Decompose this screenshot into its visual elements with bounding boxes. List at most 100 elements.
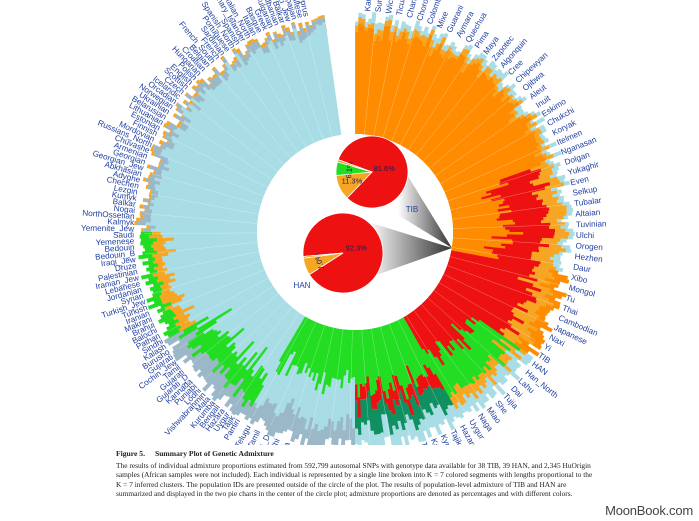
admixture-segment: [250, 311, 299, 377]
admixture-segment: [461, 387, 471, 399]
admixture-segment: [149, 284, 161, 292]
population-divider: [447, 265, 554, 305]
admixture-segment: [442, 364, 458, 385]
admixture-segment: [211, 76, 221, 87]
admixture-segment: [166, 139, 170, 144]
caption-body: The results of individual admixture prop…: [116, 460, 593, 499]
admixture-segment: [151, 243, 164, 249]
admixture-segment: [448, 260, 542, 293]
admixture-segment: [162, 307, 172, 315]
population-divider: [309, 327, 334, 439]
admixture-segment: [157, 271, 175, 280]
admixture-segment: [151, 195, 156, 201]
population-label: Yemenese: [96, 237, 135, 248]
admixture-segment: [194, 278, 270, 323]
admixture-segment: [502, 333, 516, 345]
admixture-segment: [451, 248, 499, 260]
admixture-segment: [207, 335, 231, 357]
population-divider: [364, 21, 376, 135]
admixture-segment: [292, 39, 327, 139]
admixture-segment: [359, 383, 363, 400]
admixture-segment: [434, 341, 470, 387]
admixture-segment: [293, 319, 312, 353]
admixture-segment: [450, 323, 492, 363]
admixture-segment: [328, 421, 335, 439]
admixture-segment: [167, 140, 176, 147]
admixture-segment: [452, 235, 492, 239]
admixture-segment: [163, 329, 185, 344]
admixture-segment: [280, 33, 285, 38]
population-divider: [444, 146, 548, 193]
admixture-segment: [487, 354, 500, 366]
admixture-segment: [380, 43, 411, 138]
admixture-segment: [452, 229, 510, 233]
admixture-segment: [445, 154, 544, 197]
admixture-segment: [367, 40, 383, 136]
population-pie-charts: 81.6% 11.3%6.1% TIB 92.3%7.0%HAN: [294, 135, 418, 294]
admixture-segment: [403, 58, 458, 148]
admixture-segment: [172, 112, 177, 118]
admixture-segment: [396, 320, 426, 378]
admixture-segment: [452, 221, 516, 228]
admixture-segment: [494, 383, 506, 396]
admixture-segment: [170, 297, 183, 305]
admixture-segment: [509, 199, 544, 208]
admixture-segment: [320, 426, 328, 445]
admixture-segment: [385, 324, 409, 389]
population-label: Yi: [542, 342, 553, 353]
admixture-segment: [364, 21, 369, 28]
admixture-segment: [149, 205, 258, 222]
pie-slice: [337, 135, 409, 209]
admixture-segment: [434, 288, 480, 323]
admixture-segment: [231, 369, 255, 398]
admixture-segment: [449, 396, 459, 410]
admixture-segment: [197, 357, 219, 378]
admixture-segment: [498, 257, 540, 268]
admixture-segment: [213, 68, 222, 77]
admixture-segment: [212, 375, 227, 390]
admixture-segment: [534, 151, 543, 158]
admixture-segment: [205, 364, 225, 384]
admixture-segment: [159, 143, 163, 149]
admixture-segment: [535, 137, 543, 144]
population-label: Druze: [114, 261, 137, 273]
admixture-segment: [297, 33, 304, 44]
admixture-segment: [533, 266, 549, 273]
admixture-segment: [408, 71, 464, 152]
admixture-segment: [217, 290, 278, 338]
admixture-segment: [538, 249, 560, 256]
admixture-segment: [425, 89, 506, 166]
admixture-segment: [477, 378, 488, 390]
population-divider: [422, 80, 502, 162]
admixture-segment: [546, 202, 563, 209]
admixture-segment: [172, 333, 197, 351]
admixture-segment: [199, 329, 222, 348]
population-divider: [452, 204, 565, 220]
admixture-segment: [510, 358, 522, 369]
admixture-segment: [452, 219, 513, 227]
admixture-segment: [264, 45, 271, 54]
admixture-segment: [325, 418, 332, 440]
admixture-segment: [182, 315, 210, 333]
admixture-segment: [144, 208, 147, 213]
admixture-segment: [447, 179, 501, 201]
admixture-segment: [290, 318, 311, 356]
admixture-segment: [159, 282, 170, 289]
admixture-segment: [430, 102, 515, 171]
admixture-segment: [149, 189, 152, 194]
admixture-segment: [136, 217, 141, 222]
admixture-segment: [516, 107, 524, 114]
admixture-segment: [476, 397, 487, 410]
admixture-segment: [368, 328, 379, 381]
admixture-segment: [521, 96, 528, 103]
admixture-segment: [345, 329, 351, 370]
admixture-segment: [469, 348, 492, 372]
admixture-segment: [481, 54, 488, 61]
admixture-segment: [450, 198, 505, 213]
admixture-segment: [361, 14, 366, 20]
admixture-segment: [420, 81, 495, 161]
admixture-segment: [222, 363, 245, 389]
admixture-segment: [171, 267, 265, 308]
admixture-segment: [198, 358, 213, 372]
admixture-segment: [168, 257, 261, 287]
